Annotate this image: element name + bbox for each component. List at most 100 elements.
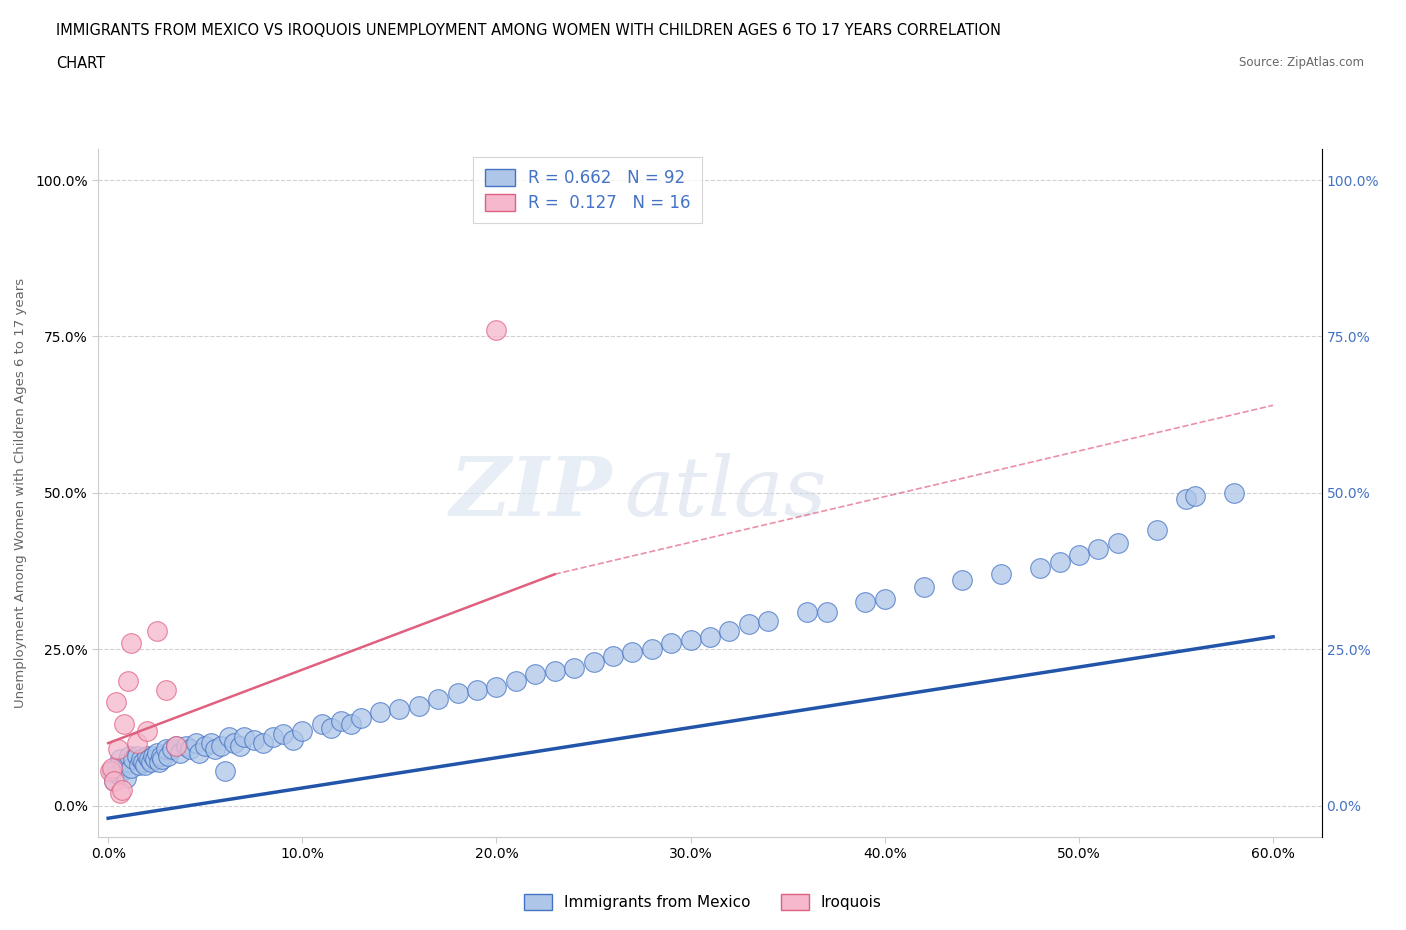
Point bbox=[118, 749, 141, 764]
Point bbox=[128, 758, 150, 773]
Point bbox=[114, 770, 136, 785]
Point bbox=[252, 736, 274, 751]
Point bbox=[224, 736, 246, 751]
Point bbox=[1087, 542, 1109, 557]
Point bbox=[103, 773, 125, 788]
Point bbox=[738, 617, 761, 631]
Point bbox=[98, 764, 121, 778]
Point bbox=[485, 323, 508, 338]
Point bbox=[194, 738, 217, 753]
Point bbox=[1184, 488, 1206, 503]
Point bbox=[679, 632, 702, 647]
Point bbox=[446, 685, 468, 700]
Point bbox=[145, 623, 167, 638]
Point bbox=[388, 701, 411, 716]
Point bbox=[200, 736, 222, 751]
Point bbox=[132, 754, 155, 769]
Point bbox=[990, 566, 1012, 581]
Text: Source: ZipAtlas.com: Source: ZipAtlas.com bbox=[1239, 56, 1364, 69]
Point bbox=[101, 764, 124, 778]
Point bbox=[659, 635, 682, 650]
Point bbox=[1223, 485, 1246, 500]
Text: IMMIGRANTS FROM MEXICO VS IROQUOIS UNEMPLOYMENT AMONG WOMEN WITH CHILDREN AGES 6: IMMIGRANTS FROM MEXICO VS IROQUOIS UNEMP… bbox=[56, 23, 1001, 38]
Point bbox=[127, 749, 149, 764]
Point bbox=[103, 773, 125, 788]
Point bbox=[104, 761, 127, 776]
Point bbox=[117, 673, 139, 688]
Point bbox=[641, 642, 664, 657]
Point bbox=[1067, 548, 1090, 563]
Point bbox=[120, 635, 142, 650]
Point bbox=[408, 698, 430, 713]
Point bbox=[1146, 523, 1168, 538]
Point bbox=[912, 579, 935, 594]
Point bbox=[1029, 561, 1052, 576]
Point bbox=[107, 767, 129, 782]
Point bbox=[108, 751, 131, 766]
Point bbox=[427, 692, 450, 707]
Point bbox=[718, 623, 741, 638]
Point bbox=[368, 704, 391, 719]
Point bbox=[139, 754, 162, 769]
Point bbox=[204, 742, 226, 757]
Point bbox=[157, 749, 180, 764]
Point bbox=[111, 764, 134, 778]
Point bbox=[122, 751, 145, 766]
Point bbox=[174, 738, 197, 753]
Text: atlas: atlas bbox=[624, 453, 827, 533]
Point bbox=[582, 655, 605, 670]
Point bbox=[505, 673, 527, 688]
Point bbox=[262, 729, 284, 744]
Point bbox=[179, 742, 201, 757]
Point bbox=[853, 595, 876, 610]
Point bbox=[621, 645, 644, 660]
Point bbox=[229, 738, 252, 753]
Point bbox=[271, 726, 294, 741]
Legend: Immigrants from Mexico, Iroquois: Immigrants from Mexico, Iroquois bbox=[516, 886, 890, 918]
Point bbox=[138, 751, 160, 766]
Point bbox=[524, 667, 547, 682]
Point bbox=[112, 717, 135, 732]
Text: ZIP: ZIP bbox=[450, 453, 612, 533]
Point bbox=[149, 749, 172, 764]
Point bbox=[134, 758, 156, 773]
Point bbox=[873, 591, 896, 606]
Point bbox=[148, 754, 170, 769]
Point bbox=[699, 630, 721, 644]
Point bbox=[952, 573, 974, 588]
Point bbox=[544, 664, 567, 679]
Point bbox=[1049, 554, 1071, 569]
Point bbox=[214, 764, 236, 778]
Point bbox=[485, 680, 508, 695]
Point bbox=[101, 761, 124, 776]
Legend: R = 0.662   N = 92, R =  0.127   N = 16: R = 0.662 N = 92, R = 0.127 N = 16 bbox=[474, 157, 702, 223]
Point bbox=[184, 736, 207, 751]
Point bbox=[281, 733, 304, 748]
Point bbox=[111, 783, 134, 798]
Point bbox=[209, 738, 232, 753]
Point bbox=[127, 736, 149, 751]
Point bbox=[136, 724, 159, 738]
Point bbox=[107, 742, 129, 757]
Point bbox=[160, 742, 183, 757]
Point bbox=[218, 729, 240, 744]
Y-axis label: Unemployment Among Women with Children Ages 6 to 17 years: Unemployment Among Women with Children A… bbox=[14, 278, 27, 708]
Point bbox=[112, 758, 135, 773]
Point bbox=[330, 714, 353, 729]
Point bbox=[136, 749, 159, 764]
Point bbox=[104, 695, 127, 710]
Point bbox=[602, 648, 624, 663]
Point bbox=[1107, 536, 1129, 551]
Point bbox=[815, 604, 838, 619]
Point bbox=[321, 720, 343, 735]
Point bbox=[796, 604, 818, 619]
Point bbox=[340, 717, 363, 732]
Point bbox=[120, 761, 142, 776]
Point bbox=[233, 729, 256, 744]
Point bbox=[129, 751, 152, 766]
Text: CHART: CHART bbox=[56, 56, 105, 71]
Point bbox=[165, 738, 187, 753]
Point bbox=[145, 745, 167, 760]
Point bbox=[155, 742, 177, 757]
Point bbox=[188, 745, 211, 760]
